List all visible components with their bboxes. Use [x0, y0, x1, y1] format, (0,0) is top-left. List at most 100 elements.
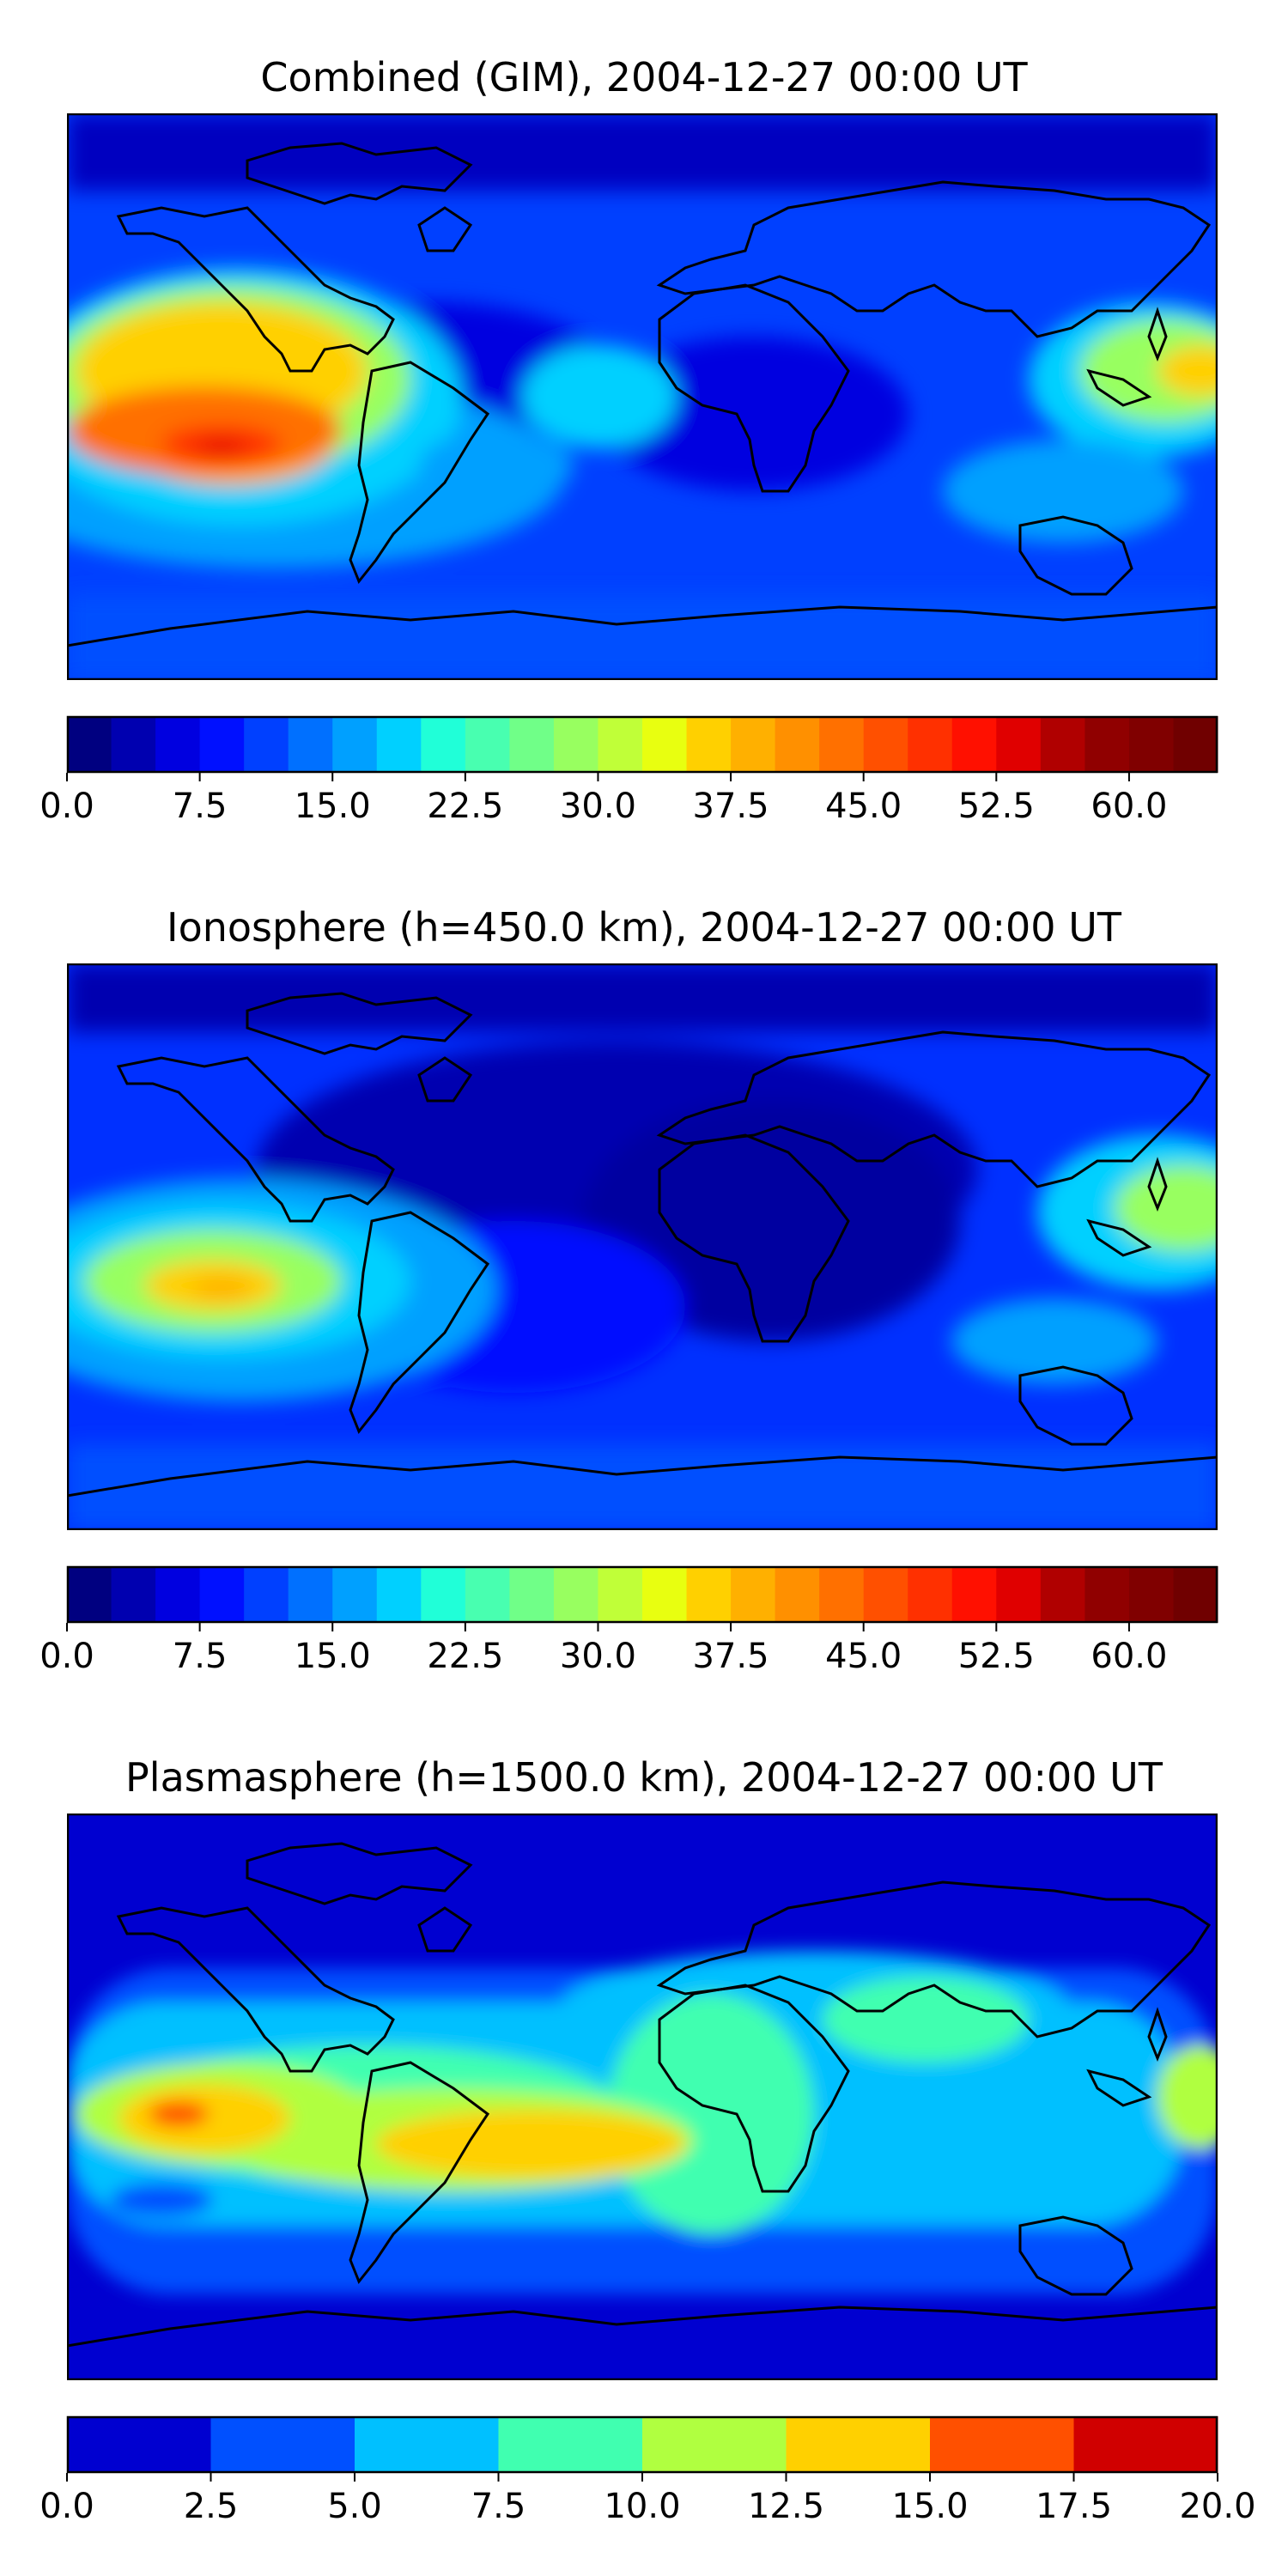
colorbar-segment — [819, 716, 865, 773]
colorbar-segment — [67, 2416, 211, 2473]
panel-title-plasmasphere: Plasmasphere (h=1500.0 km), 2004-12-27 0… — [125, 1754, 1163, 1801]
tec-map-combined — [67, 113, 1218, 680]
colorbar-segment — [908, 1566, 953, 1623]
map-frame — [67, 113, 1218, 680]
map-frame — [67, 1814, 1218, 2380]
colorbar-segment — [421, 716, 466, 773]
colorbar-combined: 0.0 7.5 15.0 22.5 30.0 37.5 45.0 52.5 60.0 — [39, 715, 1218, 826]
colorbar-tick-label: 17.5 — [1036, 2487, 1112, 2526]
colorbar-segment — [996, 716, 1042, 773]
colorbar-segment — [775, 1566, 820, 1623]
colorbar-tick-label: 15.0 — [295, 787, 371, 826]
colorbar-segment — [642, 1566, 688, 1623]
colorbar-tick-label: 7.5 — [173, 787, 228, 826]
colorbar-ionosphere: 0.0 7.5 15.0 22.5 30.0 37.5 45.0 52.5 60.0 — [39, 1565, 1218, 1676]
colorbar-segment — [355, 2416, 499, 2473]
colorbar-segment — [199, 1566, 245, 1623]
colorbar-tick-label: 20.0 — [1179, 2487, 1255, 2526]
colorbar-tick-label: 0.0 — [39, 2487, 94, 2526]
colorbar-segment — [598, 716, 643, 773]
colorbar-segment — [111, 1566, 156, 1623]
colorbar-segment — [642, 716, 688, 773]
coastlines — [67, 1842, 1218, 2348]
map-frame — [67, 963, 1218, 1530]
colorbar-segment — [731, 716, 776, 773]
coastlines — [67, 992, 1218, 1498]
colorbar-segment — [465, 716, 510, 773]
colorbar-segment — [1040, 716, 1085, 773]
colorbar-tick-label: 45.0 — [825, 1637, 902, 1676]
panel-title-combined: Combined (GIM), 2004-12-27 00:00 UT — [260, 54, 1028, 100]
colorbar-frame — [66, 1565, 1218, 1624]
colorbar-segment — [686, 1566, 732, 1623]
colorbar-tick-label: 0.0 — [39, 787, 94, 826]
colorbar-segment — [1128, 716, 1174, 773]
colorbar-segment — [996, 1566, 1042, 1623]
colorbar-segment — [376, 1566, 422, 1623]
colorbar-segment — [155, 1566, 201, 1623]
colorbar-tick-label: 37.5 — [693, 1637, 769, 1676]
colorbar-segment — [908, 716, 953, 773]
colorbar-segment — [731, 1566, 776, 1623]
colorbar-segment — [155, 716, 201, 773]
colorbar-segment — [1073, 2416, 1218, 2473]
colorbar-segment — [67, 1566, 112, 1623]
colorbar-segment — [1084, 716, 1130, 773]
colorbar-plasmasphere: 0.0 2.5 5.0 7.5 10.0 12.5 15.0 17.5 20.0 — [39, 2415, 1256, 2526]
colorbar-segment — [863, 716, 908, 773]
colorbar-tick-label: 15.0 — [295, 1637, 371, 1676]
colorbar-segment — [951, 716, 997, 773]
colorbar-tick-label: 52.5 — [958, 1637, 1035, 1676]
colorbar-tick-label: 22.5 — [427, 787, 503, 826]
colorbar-segment — [1084, 1566, 1130, 1623]
colorbar-tick-label: 52.5 — [958, 787, 1035, 826]
colorbar-segment — [244, 716, 289, 773]
colorbar-tick-label: 15.0 — [891, 2487, 968, 2526]
colorbar-segment — [509, 1566, 555, 1623]
colorbar-segment — [553, 1566, 598, 1623]
colorbar-tick-label: 2.5 — [184, 2487, 239, 2526]
colorbar-segment — [288, 716, 333, 773]
colorbar-segment — [775, 716, 820, 773]
colorbar-tick-label: 0.0 — [39, 1637, 94, 1676]
colorbar-segment — [598, 1566, 643, 1623]
colorbar-tick-label: 30.0 — [560, 1637, 636, 1676]
colorbar-segment — [930, 2416, 1074, 2473]
colorbar-segment — [553, 716, 598, 773]
colorbar-segment — [863, 1566, 908, 1623]
colorbar-segment — [1128, 1566, 1174, 1623]
colorbar-segment — [332, 716, 378, 773]
colorbar-frame — [66, 2415, 1218, 2474]
colorbar-segment — [465, 1566, 510, 1623]
colorbar-segment — [111, 716, 156, 773]
colorbar-segment — [288, 1566, 333, 1623]
colorbar-tick-label: 7.5 — [471, 2487, 526, 2526]
colorbar-segment — [951, 1566, 997, 1623]
colorbar-segment — [509, 716, 555, 773]
colorbar-tick-label: 7.5 — [173, 1637, 228, 1676]
tec-map-plasmasphere — [67, 1814, 1218, 2380]
colorbar-segment — [199, 716, 245, 773]
colorbar-tick-label: 10.0 — [604, 2487, 680, 2526]
colorbar-segment — [786, 2416, 931, 2473]
panel-title-ionosphere: Ionosphere (h=450.0 km), 2004-12-27 00:0… — [167, 904, 1121, 951]
colorbar-segment — [498, 2416, 643, 2473]
tec-map-ionosphere — [67, 963, 1218, 1530]
colorbar-tick-label: 60.0 — [1091, 1637, 1167, 1676]
colorbar-segment — [1173, 716, 1218, 773]
colorbar-segment — [244, 1566, 289, 1623]
colorbar-segment — [1040, 1566, 1085, 1623]
colorbar-tick-label: 37.5 — [693, 787, 769, 826]
colorbar-segment — [686, 716, 732, 773]
colorbar-frame — [66, 715, 1218, 774]
coastlines — [67, 142, 1218, 647]
colorbar-segment — [210, 2416, 355, 2473]
colorbar-tick-label: 5.0 — [327, 2487, 382, 2526]
colorbar-segment — [819, 1566, 865, 1623]
colorbar-segment — [421, 1566, 466, 1623]
colorbar-segment — [1173, 1566, 1218, 1623]
colorbar-tick-label: 22.5 — [427, 1637, 503, 1676]
colorbar-tick-label: 12.5 — [748, 2487, 824, 2526]
colorbar-tick-label: 30.0 — [560, 787, 636, 826]
colorbar-tick-label: 60.0 — [1091, 787, 1167, 826]
